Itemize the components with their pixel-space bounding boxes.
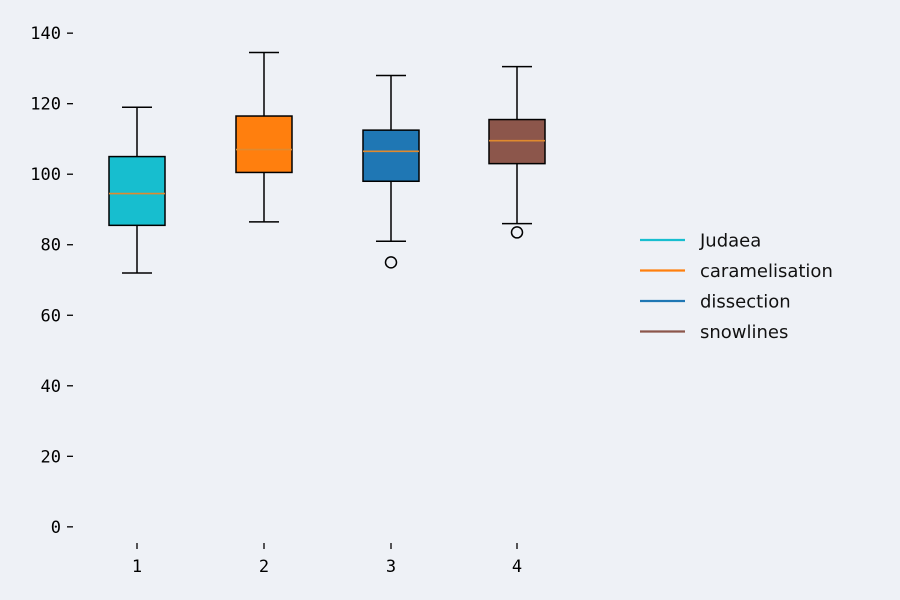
y-tick-label: 0: [51, 518, 61, 538]
x-tick-label: 4: [512, 557, 522, 577]
x-tick-label: 2: [259, 557, 269, 577]
legend-item: dissection: [640, 292, 791, 313]
legend-label: dissection: [700, 292, 791, 313]
box-body: [235, 115, 293, 174]
y-tick-label: 120: [30, 95, 61, 115]
legend-label: caramelisation: [700, 261, 833, 282]
outlier-point: [510, 226, 524, 239]
x-tick-label: 3: [386, 557, 396, 577]
box-1: [108, 106, 166, 274]
box-body: [108, 155, 166, 227]
x-axis: 1 2 3 4: [132, 543, 522, 577]
x-tick-label: 1: [132, 557, 142, 577]
legend-item: caramelisation: [640, 261, 833, 282]
y-tick-label: 40: [41, 377, 61, 397]
y-tick-label: 140: [30, 24, 61, 44]
legend-item: snowlines: [640, 322, 788, 343]
y-tick-label: 60: [41, 306, 61, 326]
outlier-point: [384, 256, 398, 269]
legend: Judaea caramelisation dissection snowlines: [640, 231, 833, 343]
y-axis: 0 20 40 60 80 100 120 140: [30, 24, 73, 538]
y-tick-label: 20: [41, 447, 61, 467]
y-tick-label: 100: [30, 165, 61, 185]
legend-item: Judaea: [640, 231, 761, 252]
box-2: [235, 51, 293, 223]
legend-label: snowlines: [700, 322, 788, 343]
box-body: [362, 129, 420, 183]
box-body: [488, 118, 546, 165]
box-3: [362, 74, 420, 269]
boxes: [108, 51, 546, 274]
box-4: [488, 65, 546, 239]
y-tick-label: 80: [41, 236, 61, 256]
legend-label: Judaea: [699, 231, 761, 252]
